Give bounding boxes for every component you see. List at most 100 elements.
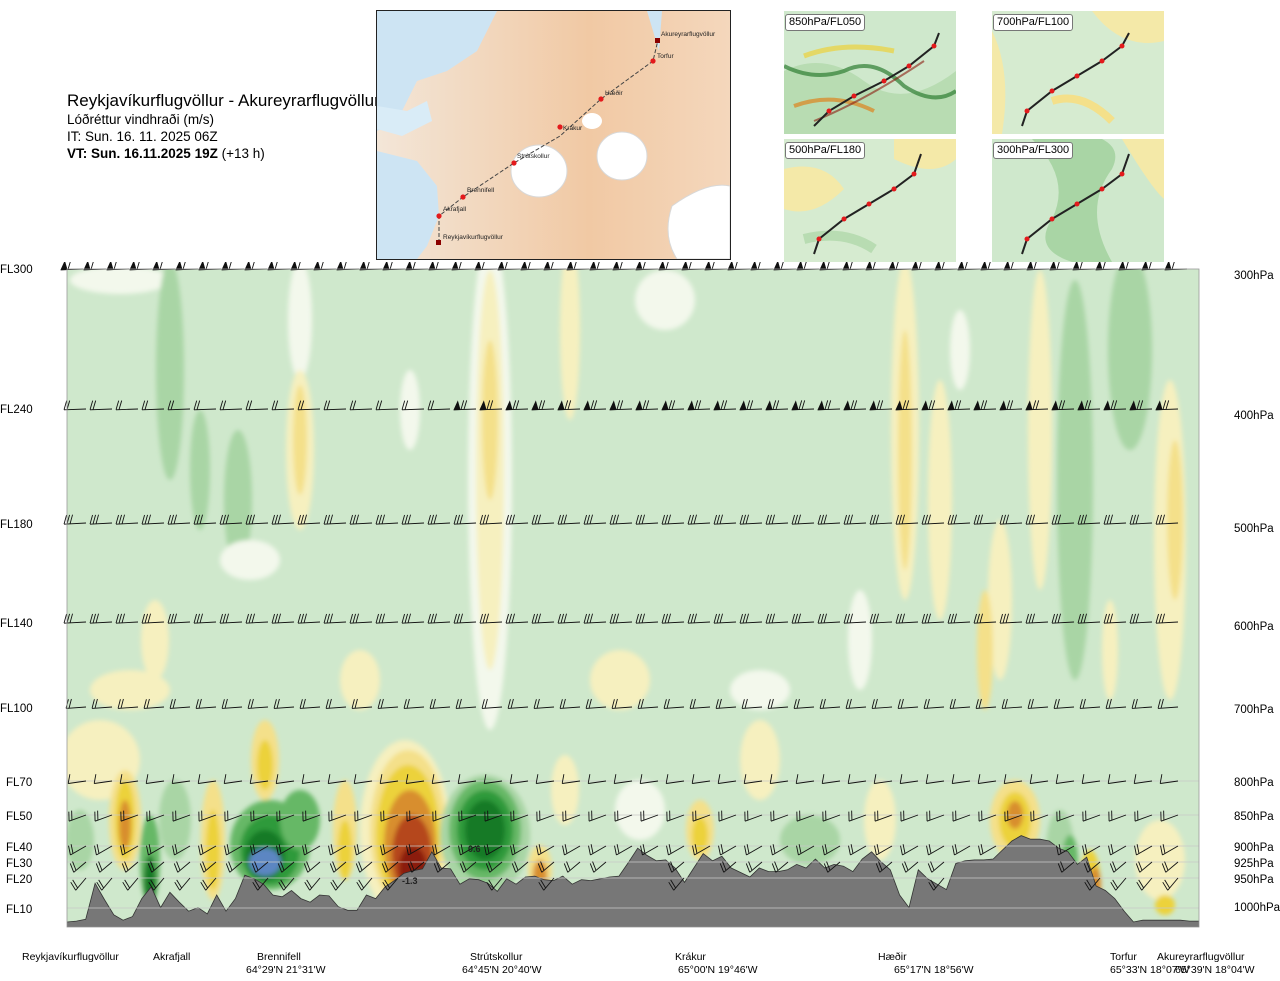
wind-barb bbox=[1001, 698, 1023, 709]
wind-barb bbox=[537, 861, 555, 873]
wind-barb bbox=[276, 844, 295, 856]
wind-barb bbox=[453, 400, 477, 411]
location-name: Reykjavíkurflugvöllur bbox=[22, 951, 119, 963]
wind-barb bbox=[533, 698, 555, 709]
wind-barb bbox=[973, 400, 997, 411]
issue-time: IT: Sun. 16. 11. 2025 06Z bbox=[67, 129, 218, 144]
chart-title: Reykjavíkurflugvöllur - Akureyrarflugvöl… bbox=[67, 91, 380, 110]
fl-label: FL300 bbox=[0, 264, 33, 276]
wind-barb bbox=[692, 844, 711, 856]
wind-barb bbox=[69, 861, 87, 873]
wind-barb bbox=[1134, 810, 1153, 822]
hpa-label: 900hPa bbox=[1234, 842, 1274, 854]
wind-barb bbox=[822, 810, 841, 822]
wind-barb bbox=[895, 613, 919, 624]
wind-barb bbox=[379, 774, 399, 784]
wind-barb bbox=[1082, 844, 1101, 856]
wind-barb bbox=[1053, 698, 1075, 709]
wind-barb bbox=[1051, 514, 1075, 525]
wind-barb bbox=[614, 810, 633, 822]
wind-barb bbox=[1025, 400, 1049, 411]
wind-barb bbox=[900, 844, 919, 856]
wind-barb bbox=[167, 613, 191, 624]
wind-barb bbox=[715, 698, 737, 709]
wind-barb bbox=[637, 698, 659, 709]
wind-barb bbox=[458, 844, 477, 856]
wind-barb bbox=[1162, 877, 1179, 891]
wind-barb bbox=[1025, 613, 1049, 624]
wind-barb bbox=[557, 400, 581, 411]
wind-barb bbox=[485, 861, 503, 873]
wind-barb bbox=[328, 810, 347, 822]
wind-barb bbox=[147, 861, 165, 873]
wind-barb bbox=[1029, 774, 1049, 784]
wind-barb bbox=[479, 400, 503, 411]
wind-barb bbox=[745, 861, 763, 873]
wind-barb bbox=[225, 861, 243, 873]
wind-barb bbox=[687, 400, 711, 411]
wind-barb bbox=[869, 613, 893, 624]
wind-barb bbox=[245, 514, 269, 525]
wind-barb bbox=[771, 861, 789, 873]
wind-barb bbox=[1133, 774, 1153, 784]
wind-barb bbox=[765, 613, 789, 624]
wind-barb bbox=[847, 774, 867, 784]
wind-barb bbox=[273, 698, 295, 709]
wind-barb bbox=[141, 613, 165, 624]
wind-barb bbox=[511, 861, 529, 873]
wind-barb bbox=[562, 844, 581, 856]
wind-barb bbox=[172, 810, 191, 822]
wind-barb bbox=[973, 613, 997, 624]
flight-level-axis: FL300 FL240 FL180 FL140 FL100 FL70 FL50 … bbox=[0, 264, 33, 916]
wind-barb bbox=[171, 774, 191, 784]
wind-barb bbox=[250, 810, 269, 822]
wind-barb bbox=[999, 514, 1023, 525]
wind-barb bbox=[146, 810, 165, 822]
wind-barb bbox=[947, 400, 971, 411]
wind-barb bbox=[70, 877, 87, 891]
wind-barb bbox=[407, 861, 425, 873]
wind-barb bbox=[1081, 774, 1101, 784]
wind-barb bbox=[94, 810, 113, 822]
location-axis: Reykjavíkurflugvöllur Akrafjall Brennife… bbox=[22, 951, 1255, 976]
location-name: Torfur bbox=[1110, 951, 1137, 963]
wind-barb bbox=[871, 698, 893, 709]
chart-subtitle: Lóðréttur vindhraði (m/s) bbox=[67, 112, 215, 127]
terrain bbox=[67, 835, 1199, 927]
wind-barb bbox=[928, 877, 945, 891]
cross-section-chart: 0.6 -1.3 FL300 FL240 FL180 FL140 FL100 F… bbox=[0, 262, 1280, 976]
wind-barb bbox=[873, 774, 893, 784]
fl-label: FL240 bbox=[0, 404, 33, 416]
wind-barb bbox=[999, 400, 1023, 411]
wind-barb bbox=[245, 613, 269, 624]
wind-barb bbox=[843, 613, 867, 624]
wind-barb bbox=[67, 774, 87, 784]
wind-barb bbox=[822, 844, 841, 856]
map-label-haedir: Hæðir bbox=[605, 89, 624, 97]
wind-barb bbox=[1155, 613, 1179, 624]
wind-barb bbox=[250, 844, 269, 856]
wind-barb bbox=[68, 810, 87, 822]
wind-barb bbox=[689, 698, 711, 709]
wind-barb bbox=[121, 861, 139, 873]
wind-barb bbox=[271, 613, 295, 624]
value-label-down: -1.3 bbox=[402, 876, 418, 886]
wind-barb bbox=[1079, 698, 1101, 709]
wind-barb bbox=[510, 844, 529, 856]
wind-barb bbox=[843, 514, 867, 525]
location-name: Akureyrarflugvöllur bbox=[1157, 951, 1245, 963]
wind-barb bbox=[952, 844, 971, 856]
wind-barb bbox=[197, 774, 217, 784]
wind-barb bbox=[899, 774, 919, 784]
wind-barb bbox=[661, 514, 685, 525]
wind-barb bbox=[486, 877, 503, 891]
wind-barb bbox=[583, 400, 607, 411]
wind-barb bbox=[297, 400, 321, 411]
wind-barb bbox=[431, 774, 451, 784]
wind-barb bbox=[381, 861, 399, 873]
wind-barb bbox=[869, 400, 893, 411]
map-label-akrafjall: Akrafjall bbox=[443, 206, 467, 213]
wind-barb bbox=[874, 810, 893, 822]
wind-barb bbox=[739, 400, 763, 411]
wind-barb bbox=[252, 877, 269, 891]
